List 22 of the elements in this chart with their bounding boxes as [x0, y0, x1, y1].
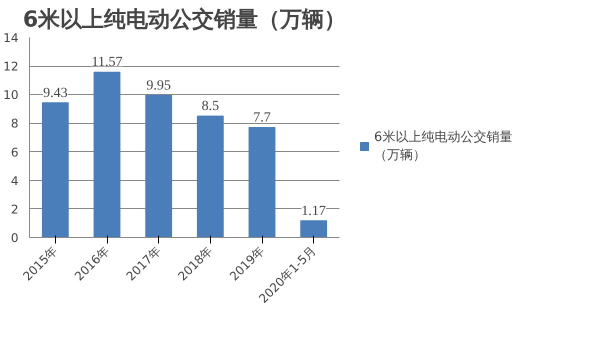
chart-title: 6米以上纯电动公交销量（万辆）: [22, 6, 346, 32]
bar: [42, 102, 69, 238]
y-tick-label: 10: [3, 88, 19, 102]
data-label: 1.17: [301, 204, 326, 219]
bar: [300, 220, 328, 238]
bar: [196, 116, 224, 238]
bar: [145, 94, 172, 238]
data-label: 8.5: [202, 99, 220, 114]
data-label: 11.57: [92, 55, 122, 70]
y-tick-label: 0: [10, 231, 19, 245]
legend-label: 6米以上纯电动公交销量（万辆）: [374, 128, 512, 164]
y-tick-label: 14: [3, 31, 19, 45]
bar: [248, 127, 276, 238]
bar: [94, 72, 120, 238]
data-label: 7.7: [253, 110, 271, 126]
y-tick-label: 6: [10, 145, 19, 160]
y-tick-label: 2: [10, 202, 19, 216]
y-tick-label: 12: [3, 60, 19, 74]
data-label: 9.43: [43, 86, 68, 101]
data-label: 9.95: [146, 78, 171, 94]
y-tick-label: 8: [10, 116, 19, 131]
y-tick-label: 4: [10, 174, 19, 188]
